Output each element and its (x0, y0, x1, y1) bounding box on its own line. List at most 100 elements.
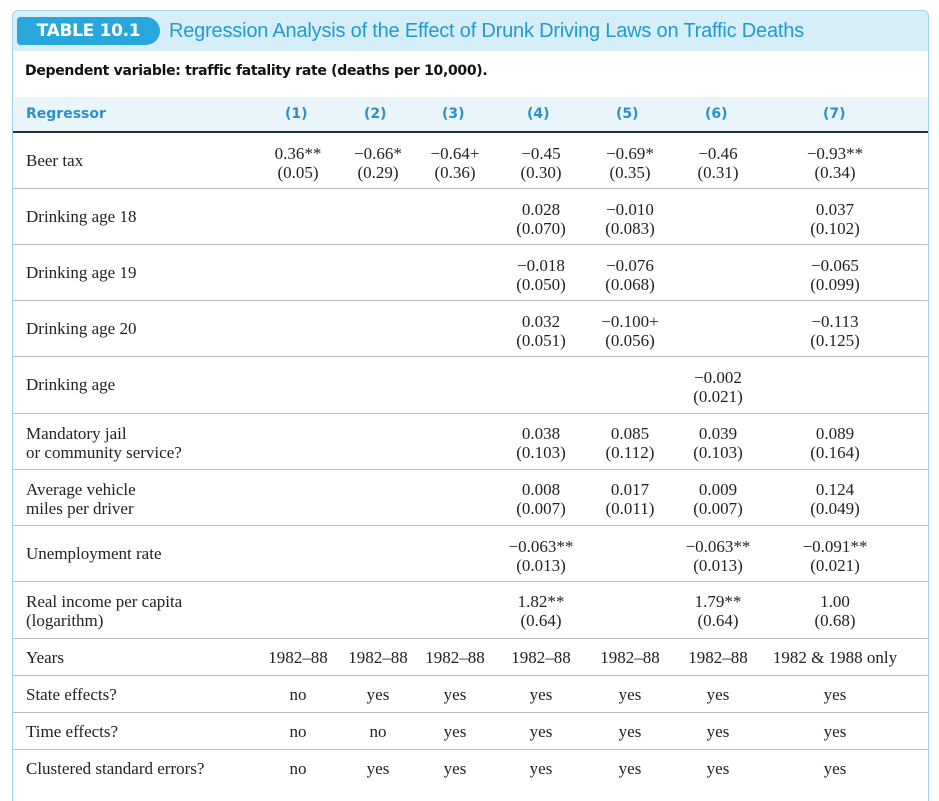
coef: 0.009 (698, 480, 738, 499)
cell-unemp-4: −0.063** (0.013) (496, 537, 586, 575)
cell-age18-7: 0.037 (0.102) (790, 200, 880, 238)
cell-beer-tax-7: −0.93** (0.34) (790, 144, 880, 182)
se: (0.64) (520, 611, 562, 630)
table-number-badge: TABLE 10.1 (17, 17, 160, 45)
label-line: Real income per capita (26, 592, 183, 611)
row-label-beer-tax: Beer tax (26, 151, 84, 170)
coef: −0.66* (354, 144, 402, 163)
cell-years-3: 1982–88 (425, 648, 485, 667)
label-line: Mandatory jail (26, 424, 127, 443)
row-label-years: Years (26, 648, 64, 667)
label-line: (logarithm) (26, 611, 104, 630)
row-divider (13, 300, 928, 301)
se: (0.103) (516, 443, 566, 462)
cell-cluster-4: yes (529, 759, 553, 778)
column-header-5: (5) (616, 106, 639, 122)
cell-cluster-5: yes (618, 759, 642, 778)
row-label-clustered-se: Clustered standard errors? (26, 759, 205, 778)
coef: 0.037 (815, 200, 855, 219)
se: (0.35) (609, 163, 651, 182)
row-divider (13, 749, 928, 750)
se: (0.007) (693, 499, 743, 518)
cell-age19-5: −0.076 (0.068) (585, 256, 675, 294)
cell-state-1: no (289, 685, 307, 704)
coef: 0.028 (521, 200, 561, 219)
coef: 0.36** (274, 144, 322, 163)
cell-unemp-7: −0.091** (0.021) (790, 537, 880, 575)
se: (0.007) (516, 499, 566, 518)
se: (0.013) (516, 556, 566, 575)
cell-miles-5: 0.017 (0.011) (585, 480, 675, 518)
row-divider (13, 638, 928, 639)
cell-years-1: 1982–88 (268, 648, 328, 667)
cell-miles-6: 0.009 (0.007) (673, 480, 763, 518)
cell-income-7: 1.00 (0.68) (790, 592, 880, 630)
cell-jail-4: 0.038 (0.103) (496, 424, 586, 462)
cell-cluster-6: yes (706, 759, 730, 778)
cell-income-6: 1.79** (0.64) (673, 592, 763, 630)
se: (0.34) (814, 163, 856, 182)
se: (0.011) (605, 499, 655, 518)
se: (0.050) (516, 275, 566, 294)
label-line: or community service? (26, 443, 182, 462)
column-header-6: (6) (705, 106, 728, 122)
cell-jail-6: 0.039 (0.103) (673, 424, 763, 462)
coef: −0.113 (811, 312, 859, 331)
coef: 0.017 (610, 480, 650, 499)
row-label-mandatory-jail: Mandatory jail or community service? (26, 424, 182, 462)
cell-time-4: yes (529, 722, 553, 741)
cell-jail-7: 0.089 (0.164) (790, 424, 880, 462)
se: (0.051) (516, 331, 566, 350)
row-divider (13, 712, 928, 713)
row-divider (13, 469, 928, 470)
se: (0.013) (693, 556, 743, 575)
row-label-unemployment: Unemployment rate (26, 544, 162, 563)
cell-age18-5: −0.010 (0.083) (585, 200, 675, 238)
row-label-drinking-age-20: Drinking age 20 (26, 319, 137, 338)
se: (0.64) (697, 611, 739, 630)
row-label-state-effects: State effects? (26, 685, 117, 704)
coef: −0.100+ (601, 312, 659, 331)
se: (0.103) (693, 443, 743, 462)
cell-years-7: 1982 & 1988 only (772, 648, 898, 667)
cell-miles-7: 0.124 (0.049) (790, 480, 880, 518)
coef: 1.82** (517, 592, 565, 611)
row-divider (13, 188, 928, 189)
row-label-real-income: Real income per capita (logarithm) (26, 592, 182, 630)
se: (0.102) (810, 219, 860, 238)
cell-age18-4: 0.028 (0.070) (496, 200, 586, 238)
label-line: Average vehicle (26, 480, 136, 499)
column-header-regressor: Regressor (26, 106, 106, 122)
cell-age20-4: 0.032 (0.051) (496, 312, 586, 350)
se: (0.021) (810, 556, 860, 575)
coef: 0.124 (815, 480, 855, 499)
coef: −0.063** (685, 537, 751, 556)
se: (0.125) (810, 331, 860, 350)
cell-state-7: yes (823, 685, 847, 704)
cell-state-2: yes (366, 685, 390, 704)
cell-cluster-1: no (289, 759, 307, 778)
se: (0.29) (357, 163, 399, 182)
row-label-drinking-age: Drinking age (26, 375, 116, 394)
coef: −0.69* (606, 144, 654, 163)
se: (0.056) (605, 331, 655, 350)
cell-age19-7: −0.065 (0.099) (790, 256, 880, 294)
row-label-time-effects: Time effects? (26, 722, 119, 741)
se: (0.083) (605, 219, 655, 238)
cell-beer-tax-5: −0.69* (0.35) (585, 144, 675, 182)
column-header-3: (3) (442, 106, 465, 122)
cell-years-5: 1982–88 (600, 648, 660, 667)
coef: 0.089 (815, 424, 855, 443)
column-header-band (13, 97, 928, 131)
coef: −0.93** (806, 144, 864, 163)
coef: 1.00 (820, 592, 850, 611)
cell-time-1: no (289, 722, 307, 741)
se: (0.070) (516, 219, 566, 238)
cell-cluster-7: yes (823, 759, 847, 778)
coef: −0.64+ (430, 144, 480, 163)
cell-beer-tax-1: 0.36** (0.05) (253, 144, 343, 182)
coef: −0.45 (521, 144, 561, 163)
se: (0.049) (810, 499, 860, 518)
cell-years-6: 1982–88 (688, 648, 748, 667)
se: (0.164) (810, 443, 860, 462)
